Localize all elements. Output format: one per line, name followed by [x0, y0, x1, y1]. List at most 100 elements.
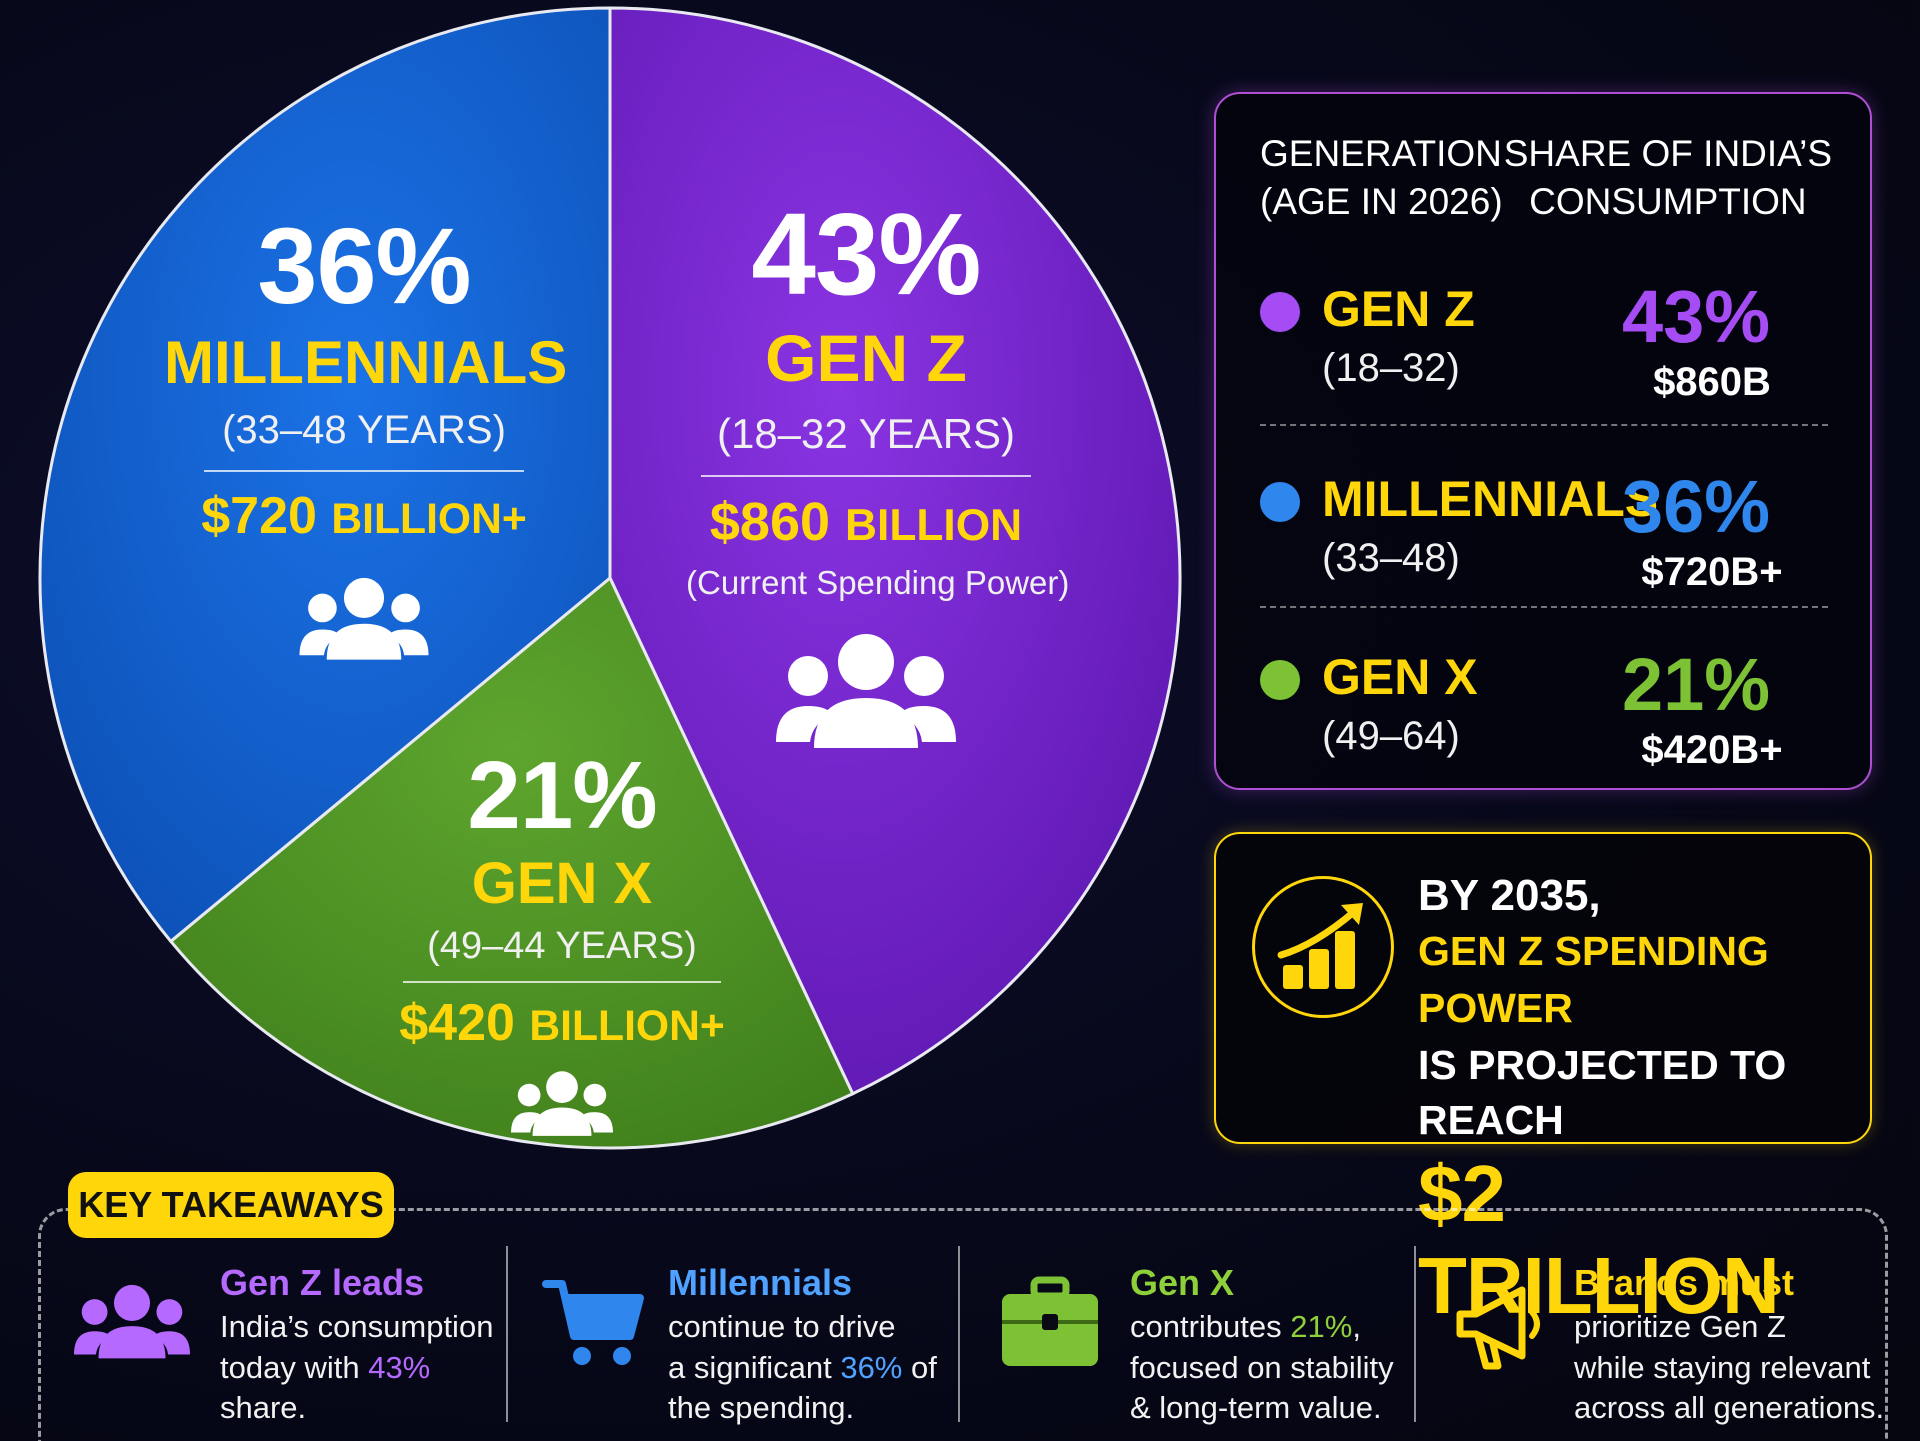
- slice-money-gen-x: $420 BILLION+: [382, 995, 742, 1052]
- legend-dot: [1260, 292, 1300, 332]
- row-age: (33–48): [1322, 536, 1460, 580]
- table-row-gen-z: GEN Z (18–32) 43% $860B: [1216, 268, 1870, 418]
- row-value: $720B+: [1641, 550, 1783, 594]
- body-line: share.: [220, 1389, 307, 1425]
- takeaway-body: India’s consumption today with 43% share…: [220, 1307, 493, 1428]
- megaphone-icon: [1456, 1286, 1540, 1370]
- slice-label-gen-x: 21% GEN X (49–44 YEARS) $420 BILLION+: [382, 748, 742, 1142]
- share-table-panel: GENERATION (AGE IN 2026) SHARE OF INDIA’…: [1214, 92, 1872, 790]
- header-line: GENERATION: [1260, 133, 1502, 174]
- table-row-millennials: MILLENNIALS (33–48) 36% $720B+: [1216, 458, 1870, 608]
- projection-line-1: BY 2035,: [1418, 871, 1601, 920]
- table-header-generation: GENERATION (AGE IN 2026): [1260, 130, 1503, 226]
- slice-divider: [403, 981, 721, 984]
- takeaway-heading: Millennials: [668, 1262, 853, 1303]
- pie-slice-gen-z: [608, 6, 1182, 1096]
- key-takeaways-box: [38, 1208, 1888, 1441]
- takeaway-millennials: Millennials continue to drive a signific…: [668, 1262, 937, 1428]
- slice-money-millennials: $720 BILLION+: [164, 487, 564, 545]
- body-text: of: [902, 1349, 937, 1385]
- body-line: & long-term value.: [1130, 1389, 1382, 1425]
- body-line: focused on stability: [1130, 1349, 1394, 1385]
- slice-label-millennials: 36% MILLENNIALS (33–48 YEARS) $720 BILLI…: [164, 205, 568, 666]
- body-highlight: 43%: [368, 1349, 431, 1385]
- slice-years-gen-x: (49–44 YEARS): [427, 924, 697, 967]
- takeaway-body: contributes 21%, focused on stability & …: [1130, 1307, 1394, 1428]
- projection-line-3: IS PROJECTED TO REACH: [1418, 1041, 1787, 1144]
- slice-name-gen-z: GEN Z: [765, 321, 967, 395]
- table-header-share: SHARE OF INDIA’S CONSUMPTION: [1504, 130, 1832, 226]
- header-line: CONSUMPTION: [1529, 181, 1807, 223]
- body-text: today with: [220, 1349, 369, 1385]
- money-number: $860: [709, 491, 831, 552]
- slice-note-gen-z: (Current Spending Power): [686, 564, 1070, 602]
- row-value: $860B: [1653, 360, 1771, 404]
- takeaway-separator: [1414, 1246, 1416, 1422]
- briefcase-icon: [1002, 1276, 1098, 1366]
- slice-pct-millennials: 36%: [257, 205, 471, 326]
- projection-line-2: GEN Z SPENDING POWER: [1418, 928, 1769, 1032]
- row-age: (49–64): [1322, 714, 1460, 758]
- row-age: (18–32): [1322, 346, 1460, 390]
- body-line: a significant 36% of: [668, 1348, 937, 1388]
- row-name: GEN Z: [1322, 281, 1475, 337]
- table-row-gen-x: GEN X (49–64) 21% $420B+: [1216, 636, 1870, 786]
- money-word: BILLION+: [529, 1002, 725, 1051]
- slice-divider: [204, 470, 524, 472]
- slice-pct-gen-z: 43%: [751, 189, 981, 319]
- pie-slice-millennials: [38, 6, 612, 944]
- body-line: the spending.: [668, 1389, 855, 1425]
- takeaway-body: prioritize Gen Z while staying relevant …: [1574, 1307, 1884, 1428]
- body-line: while staying relevant: [1574, 1349, 1871, 1385]
- row-value: $420B+: [1641, 728, 1783, 772]
- people-icon: [74, 1284, 190, 1359]
- body-line: India’s consumption: [220, 1309, 494, 1345]
- people-icon: [776, 634, 956, 749]
- slice-money-gen-z: $860 BILLION: [686, 491, 1046, 552]
- body-text: contributes: [1130, 1309, 1291, 1345]
- slice-pct-gen-x: 21%: [467, 742, 657, 849]
- cart-icon: [542, 1280, 644, 1365]
- body-line: contributes 21%,: [1130, 1307, 1394, 1347]
- pie-slice-gen-x: [168, 575, 855, 1150]
- people-icon: [299, 578, 429, 660]
- body-line: continue to drive: [668, 1309, 896, 1345]
- takeaway-body: continue to drive a significant 36% of t…: [668, 1307, 937, 1428]
- row-pct: 21%: [1621, 643, 1771, 726]
- people-icon: [511, 1070, 613, 1136]
- body-line: today with 43%: [220, 1348, 493, 1388]
- slice-name-millennials: MILLENNIALS: [164, 329, 568, 396]
- row-pct: 43%: [1621, 275, 1771, 358]
- body-line: across all generations.: [1574, 1389, 1885, 1425]
- body-text: a significant: [668, 1349, 841, 1385]
- row-name: MILLENNIALS: [1322, 471, 1659, 527]
- takeaway-brands: Brands must prioritize Gen Z while stayi…: [1574, 1262, 1884, 1428]
- slice-years-gen-z: (18–32 YEARS): [716, 409, 1016, 457]
- row-separator: [1260, 606, 1828, 608]
- row-name: GEN X: [1322, 649, 1478, 705]
- header-line: SHARE OF INDIA’S: [1503, 133, 1832, 174]
- takeaway-heading: Gen Z leads: [220, 1262, 425, 1303]
- projection-panel: BY 2035, GEN Z SPENDING POWER IS PROJECT…: [1214, 832, 1872, 1330]
- money-word: BILLION+: [331, 495, 527, 543]
- slice-divider: [701, 474, 1031, 477]
- key-takeaways-badge: KEY TAKEAWAYS: [68, 1172, 394, 1238]
- legend-dot: [1260, 482, 1300, 522]
- takeaway-heading: Brands must: [1574, 1262, 1795, 1303]
- row-separator: [1260, 424, 1828, 426]
- takeaway-separator: [958, 1246, 960, 1422]
- growth-chart-icon: [1252, 876, 1394, 1018]
- body-text: ,: [1352, 1309, 1361, 1345]
- takeaway-heading: Gen X: [1130, 1262, 1235, 1303]
- slice-label-gen-z: 43% GEN Z (18–32 YEARS) $860 BILLION (Cu…: [686, 189, 1070, 755]
- takeaway-gen-z: Gen Z leads India’s consumption today wi…: [220, 1262, 493, 1428]
- header-line: (AGE IN 2026): [1260, 181, 1503, 223]
- money-number: $720: [201, 487, 317, 545]
- takeaway-gen-x: Gen X contributes 21%, focused on stabil…: [1130, 1262, 1394, 1428]
- money-number: $420: [399, 994, 515, 1053]
- legend-dot: [1260, 660, 1300, 700]
- body-line: prioritize Gen Z: [1574, 1309, 1786, 1345]
- slice-years-millennials: (33–48 YEARS): [222, 408, 506, 452]
- money-word: BILLION: [845, 500, 1023, 550]
